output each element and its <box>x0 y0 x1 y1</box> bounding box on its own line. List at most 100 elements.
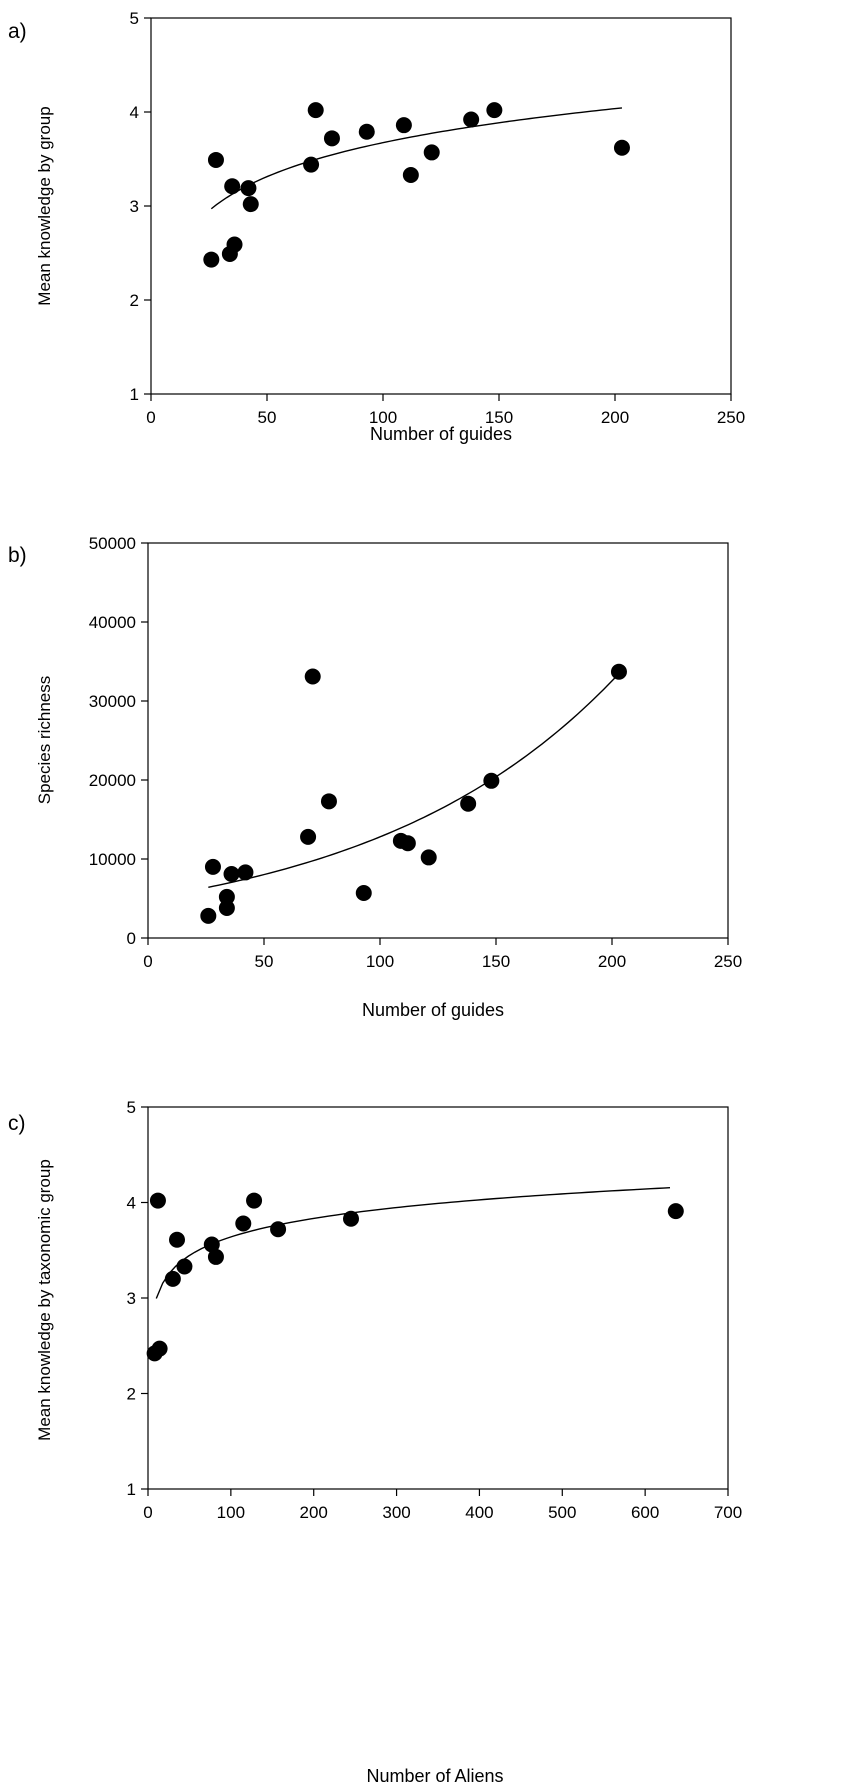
panel-a-data-point <box>395 117 412 134</box>
panel-a-data-point <box>423 144 440 161</box>
panel-a-data-point <box>307 102 324 119</box>
panel-a-data-point <box>207 151 224 168</box>
panel-b-data-point <box>483 772 500 789</box>
panel-b-label: b) <box>8 544 27 567</box>
panel-c-data-point <box>151 1340 168 1357</box>
panel-b-data-point <box>218 888 235 905</box>
panel-b-data-point <box>460 795 477 812</box>
panel-b-x-ticks: 0 50 100 150 200 250 <box>143 938 742 971</box>
panel-b-x-tick-label: 200 <box>598 952 626 971</box>
panel-a-x-tick-label: 250 <box>717 408 745 427</box>
panel-c-data-point <box>149 1192 166 1209</box>
panel-a-y-tick-label: 2 <box>130 291 139 310</box>
panel-c: c) 0 100 200 300 400 500 600 700 1 2 3 4 5 Number o… <box>8 1098 742 1786</box>
panel-a-data-point <box>613 139 630 156</box>
panel-c-y-tick-label: 4 <box>127 1194 136 1213</box>
panel-b-x-tick-label: 100 <box>366 952 394 971</box>
panel-c-x-tick-label: 400 <box>465 1503 493 1522</box>
panel-a-x-tick-label: 0 <box>146 408 155 427</box>
panel-c-data-point <box>270 1221 287 1238</box>
panel-a-plot-area <box>150 17 732 395</box>
panel-a-data-point <box>224 178 241 195</box>
panel-b-x-tick-label: 250 <box>714 952 742 971</box>
panel-a-data-point <box>242 196 259 213</box>
panel-c-x-axis-label: Number of Aliens <box>366 1766 503 1786</box>
panel-a-points <box>203 102 630 268</box>
panel-c-x-tick-label: 0 <box>143 1503 152 1522</box>
panel-c-plot-area <box>147 1106 729 1490</box>
panel-c-x-tick-label: 700 <box>714 1503 742 1522</box>
panel-a-x-tick-label: 100 <box>369 408 397 427</box>
panel-b-y-axis-label: Species richness <box>35 676 54 805</box>
panel-c-points <box>146 1192 684 1362</box>
panel-a-data-point <box>240 180 257 197</box>
panel-b-y-ticks: 0 10000 20000 30000 40000 50000 <box>89 534 148 948</box>
panel-c-y-tick-label: 3 <box>127 1289 136 1308</box>
panel-b-data-point <box>420 849 437 866</box>
panel-b-plot-area <box>147 542 729 939</box>
panel-c-x-tick-label: 100 <box>217 1503 245 1522</box>
panel-b-data-point <box>204 858 221 875</box>
panel-a-data-point <box>203 251 220 268</box>
panel-a-x-tick-label: 150 <box>485 408 513 427</box>
panel-c-data-point <box>235 1215 252 1232</box>
panel-a-y-tick-label: 5 <box>130 9 139 28</box>
panel-b-data-point <box>320 793 337 810</box>
panel-c-y-axis-label: Mean knowledge by taxonomic group <box>35 1159 54 1441</box>
panel-a-data-point <box>303 156 320 173</box>
panel-b-x-axis-label: Number of guides <box>362 1000 504 1020</box>
panel-c-trend-line <box>155 1187 671 1299</box>
panel-b: b) 0 50 100 150 200 250 0 10000 20000 30000 40000… <box>8 534 742 1020</box>
panel-c-data-point <box>207 1248 224 1265</box>
panel-a-data-point <box>358 123 375 140</box>
panel-b-y-tick-label: 20000 <box>89 771 136 790</box>
panel-b-y-tick-label: 0 <box>127 929 136 948</box>
panel-b-y-tick-label: 30000 <box>89 692 136 711</box>
panel-c-data-point <box>164 1270 181 1287</box>
panel-a-data-point <box>323 130 340 147</box>
panel-a-x-axis-label: Number of guides <box>370 424 512 444</box>
panel-b-points <box>200 663 627 924</box>
panel-c-x-tick-label: 500 <box>548 1503 576 1522</box>
panel-a-data-point <box>226 236 243 253</box>
panel-a-y-tick-label: 4 <box>130 103 139 122</box>
panel-b-data-point <box>355 884 372 901</box>
panel-a-data-point <box>486 102 503 119</box>
panel-a-x-tick-label: 200 <box>601 408 629 427</box>
panel-c-data-point <box>203 1236 220 1253</box>
panel-b-data-point <box>399 835 416 852</box>
panel-c-data-point <box>343 1210 359 1227</box>
panel-c-x-tick-label: 200 <box>300 1503 328 1522</box>
panel-b-trend-line <box>208 673 620 888</box>
panel-b-data-point <box>218 899 235 916</box>
panel-c-data-point <box>667 1203 684 1220</box>
panel-c-y-ticks: 1 2 3 4 5 <box>127 1098 148 1499</box>
panel-c-data-point <box>169 1231 185 1248</box>
panel-b-y-tick-label: 40000 <box>89 613 136 632</box>
panel-c-y-tick-label: 1 <box>127 1480 136 1499</box>
panel-b-data-point <box>237 864 254 881</box>
panel-b-y-tick-label: 50000 <box>89 534 136 553</box>
panel-b-y-tick-label: 10000 <box>89 850 136 869</box>
panel-c-data-point <box>246 1192 263 1209</box>
panel-c-x-tick-label: 600 <box>631 1503 659 1522</box>
panel-a-x-ticks: 0 50 100 150 200 250 <box>146 394 745 427</box>
panel-c-label: c) <box>8 1112 26 1135</box>
panel-a-y-tick-label: 3 <box>130 197 139 216</box>
panel-a-data-point <box>402 166 419 183</box>
panel-b-data-point <box>610 663 627 680</box>
panel-b-data-point <box>304 668 321 685</box>
panel-b-data-point <box>300 828 317 845</box>
panel-a-label: a) <box>8 20 27 43</box>
panel-a: a) 0 50 100 150 200 250 1 2 3 4 5 Number of guide… <box>8 9 745 444</box>
panel-a-data-point <box>463 111 480 128</box>
panel-a-y-ticks: 1 2 3 4 5 <box>130 9 151 404</box>
panel-c-x-ticks: 0 100 200 300 400 500 600 700 <box>143 1489 742 1522</box>
panel-a-trend-line <box>210 107 623 210</box>
panel-c-x-tick-label: 300 <box>382 1503 410 1522</box>
panel-b-data-point <box>223 866 240 883</box>
panel-a-y-axis-label: Mean knowledge by group <box>35 106 54 305</box>
panel-a-y-tick-label: 1 <box>130 385 139 404</box>
panel-a-x-tick-label: 50 <box>258 408 277 427</box>
